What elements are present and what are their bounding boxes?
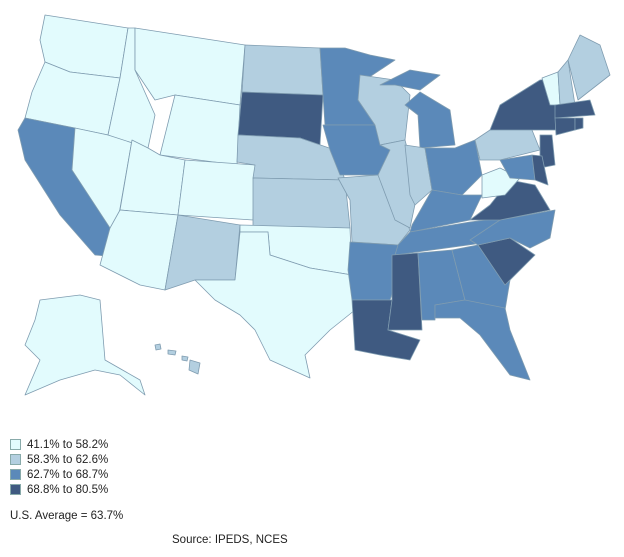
legend-swatch	[10, 454, 21, 465]
state-wy	[159, 94, 241, 166]
state-ak	[24, 294, 146, 396]
legend-swatch	[10, 439, 21, 450]
state-ms	[387, 252, 423, 331]
us-average-note: U.S. Average = 63.7%	[10, 510, 124, 522]
legend-item: 62.7% to 68.7%	[10, 467, 108, 482]
legend: 41.1% to 58.2% 58.3% to 62.6% 62.7% to 6…	[10, 437, 108, 497]
state-va	[469, 179, 551, 221]
state-in	[404, 144, 433, 206]
state-oh	[424, 139, 483, 196]
state-nd	[241, 44, 324, 96]
source-note: Source: IPEDS, NCES	[172, 534, 288, 546]
state-fl	[434, 299, 531, 381]
legend-item: 41.1% to 58.2%	[10, 437, 108, 452]
us-map	[17, 14, 611, 396]
state-ma	[554, 99, 596, 119]
legend-item: 58.3% to 62.6%	[10, 452, 108, 467]
state-hi-3	[181, 355, 189, 362]
legend-item: 68.8% to 80.5%	[10, 482, 108, 497]
state-mi-lower	[404, 91, 456, 149]
state-ks	[252, 177, 351, 229]
legend-label: 58.3% to 62.6%	[27, 453, 109, 466]
state-tx	[194, 231, 356, 379]
legend-label: 62.7% to 68.7%	[27, 468, 109, 481]
legend-label: 68.8% to 80.5%	[27, 483, 109, 496]
state-hi-2	[167, 349, 177, 356]
state-co	[177, 159, 256, 221]
legend-label: 41.1% to 58.2%	[27, 438, 109, 451]
state-mi-upper	[379, 69, 441, 91]
state-nm	[164, 214, 241, 291]
state-hi-4	[188, 359, 201, 375]
legend-swatch	[10, 469, 21, 480]
state-mt	[134, 27, 246, 106]
state-ct	[554, 117, 576, 136]
state-hi-1	[154, 343, 162, 351]
state-de	[531, 154, 549, 186]
state-me	[567, 34, 611, 101]
state-ri	[574, 117, 584, 131]
legend-swatch	[10, 484, 21, 495]
